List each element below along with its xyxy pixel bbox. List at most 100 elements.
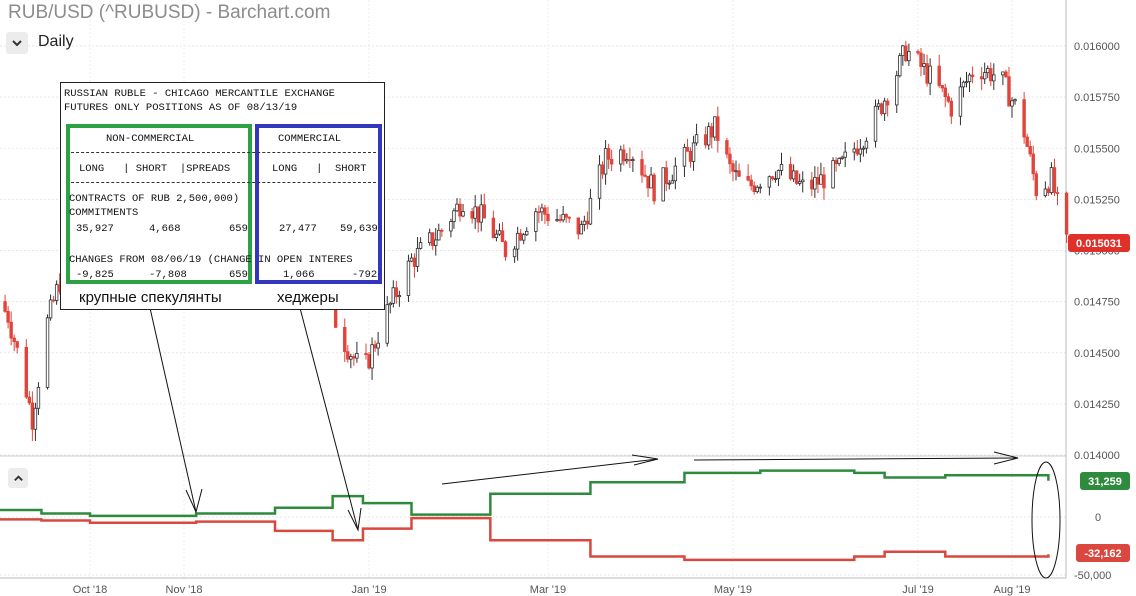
candle-body [564,214,568,218]
candle-body [895,75,899,106]
candle-body [24,346,29,398]
candle-body [685,147,690,152]
arrow-trend-1-head [631,454,659,466]
candle-body [773,178,778,181]
commercial-box [255,124,382,284]
candle-body [606,148,611,160]
candle-body [664,167,668,184]
red-last-badge: -32,162 [1076,544,1130,562]
candle-body [843,151,847,158]
candle-body [352,356,356,359]
candle-body [1010,100,1014,107]
candle-body [1052,167,1057,194]
contracts-line: CONTRACTS OF RUB 2,500,000) [69,193,240,205]
candle-body [476,206,480,223]
arrow-trend-2-head [993,451,1019,465]
candle-body [588,197,593,225]
candle-body [949,100,954,117]
candle-body [794,170,799,184]
candle-body [983,72,987,80]
candle-body [837,158,841,164]
period-dropdown-button[interactable] [6,32,28,54]
candle-body [752,185,756,193]
candle-body [558,219,562,221]
candle-body [816,176,820,185]
candle-body [427,232,432,243]
commit-nc-short: 4,668 [149,223,181,235]
candle-body [734,170,738,173]
candle-body [876,103,881,107]
arrow-hedgers-head [347,507,362,532]
candle-body [367,354,371,369]
candle-body [667,182,671,185]
candle-body [385,304,389,344]
changes-line: CHANGES FROM 08/06/19 (CHANGE IN OPEN IN… [69,254,353,266]
noncommercial-columns: LONG | SHORT |SPREADS [79,163,231,175]
candle-body [537,211,541,214]
candle-body [48,299,53,319]
caption-hedgers: хеджеры [277,289,339,306]
candle-body [470,211,474,219]
collapse-pane-button[interactable] [8,468,28,488]
candle-body [925,63,929,84]
candle-body [964,81,969,84]
time-tick-label: Nov '18 [166,584,203,596]
candle-body [582,220,587,225]
candle-body [943,87,947,98]
price-tick-label: 0.015500 [1074,143,1120,155]
candle-body [640,159,644,176]
candle-body [694,134,699,144]
last-price-badge: 0.015031 [1068,234,1130,252]
candle-body [625,159,629,162]
candle-body [364,353,368,355]
candle-body [406,260,411,296]
cot-line-green [0,469,1050,518]
commit-nc-long: 35,927 [76,223,114,235]
candle-body [30,402,35,430]
time-tick-label: Jul '19 [902,584,933,596]
candle-body [397,295,402,298]
candle-body [810,179,814,190]
arrow-trend-2 [693,457,1019,461]
commercial-header: COMMERCIAL [278,133,342,145]
cot-tick-label: -50,000 [1074,570,1111,582]
period-label[interactable]: Daily [38,33,74,50]
candle-body [967,74,972,83]
commit-nc-spreads: 659 [229,223,248,235]
candle-body [628,159,632,161]
cot-report-panel: RUSSIAN RUBLE - CHICAGO MERCANTILE EXCHA… [60,82,385,310]
candle-body [758,186,762,189]
chevron-up-icon [13,474,23,481]
commitments-label: COMMITMENTS [69,207,139,219]
candle-body [500,230,505,243]
candle-body [15,341,19,348]
candle-body [349,356,353,360]
candle-body [391,287,395,304]
candle-body [373,344,377,349]
candle-body [482,204,486,219]
candle-body [1055,192,1060,195]
candle-body [567,216,571,219]
candle-body [370,344,374,369]
chevron-down-icon [12,40,22,47]
candle-body [1034,173,1038,197]
candle-body [515,232,520,250]
candle-body [555,219,559,222]
candle-body [767,176,772,188]
candle-body [916,51,920,54]
candle-body [710,126,714,138]
candle-body [1064,192,1069,235]
price-tick-label: 0.014500 [1074,348,1120,360]
caption-speculators: крупные спекулянты [79,289,222,306]
candle-body [788,164,793,180]
candle-body [1025,136,1029,147]
columns-divider [71,182,376,183]
candle-body [534,211,538,232]
candle-body [652,174,656,202]
candle-body [922,63,926,67]
candle-body [431,232,435,246]
price-tick-label: 0.014250 [1074,399,1120,411]
candle-body [33,407,38,430]
candle-body [831,160,835,189]
candle-body [643,174,647,177]
